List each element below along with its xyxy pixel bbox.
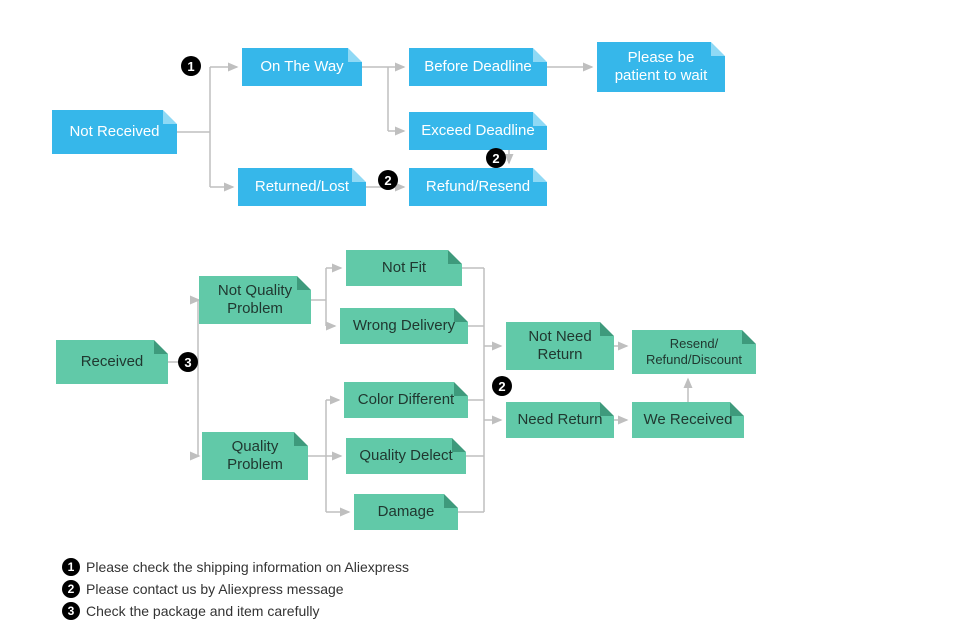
legend-badge: 1 <box>62 558 80 576</box>
fold-corner <box>600 402 614 416</box>
node-we-received: We Received <box>632 402 744 438</box>
node-label: Before Deadline <box>418 58 538 76</box>
fold-corner <box>297 276 311 290</box>
legend-text: Check the package and item carefully <box>86 603 319 619</box>
node-label: Not Need Return <box>522 328 597 364</box>
fold-corner <box>533 168 547 182</box>
node-not-received: Not Received <box>52 110 177 154</box>
node-label: On The Way <box>254 58 349 76</box>
node-label: Resend/ Refund/Discount <box>640 336 748 367</box>
node-label: Not Received <box>63 123 165 141</box>
node-label: Please be patient to wait <box>609 49 714 85</box>
node-quality-problem: Quality Problem <box>202 432 308 480</box>
node-not-need-return: Not Need Return <box>506 322 614 370</box>
node-exceed-deadline: Exceed Deadline <box>409 112 547 150</box>
node-label: Quality Delect <box>353 447 458 465</box>
badge-b2a: 2 <box>378 170 398 190</box>
node-label: Received <box>75 353 150 371</box>
node-not-quality: Not Quality Problem <box>199 276 311 324</box>
fold-corner <box>163 110 177 124</box>
node-before-deadline: Before Deadline <box>409 48 547 86</box>
node-damage: Damage <box>354 494 458 530</box>
flow-connectors <box>0 0 954 625</box>
node-quality-delect: Quality Delect <box>346 438 466 474</box>
node-not-fit: Not Fit <box>346 250 462 286</box>
node-label: Exceed Deadline <box>415 122 540 140</box>
fold-corner <box>454 308 468 322</box>
node-label: Damage <box>372 503 441 521</box>
badge-b2c: 2 <box>492 376 512 396</box>
legend-badge: 2 <box>62 580 80 598</box>
node-refund-resend: Refund/Resend <box>409 168 547 206</box>
node-received: Received <box>56 340 168 384</box>
node-resend-refund: Resend/ Refund/Discount <box>632 330 756 374</box>
fold-corner <box>711 42 725 56</box>
legend-text: Please check the shipping information on… <box>86 559 409 575</box>
node-label: We Received <box>638 411 739 429</box>
badge-b2b: 2 <box>486 148 506 168</box>
fold-corner <box>452 438 466 452</box>
legend-text: Please contact us by Aliexpress message <box>86 581 344 597</box>
node-label: Not Quality Problem <box>212 282 298 318</box>
node-label: Not Fit <box>376 259 432 277</box>
node-returned-lost: Returned/Lost <box>238 168 366 206</box>
fold-corner <box>154 340 168 354</box>
legend-badge: 3 <box>62 602 80 620</box>
badge-b3: 3 <box>178 352 198 372</box>
fold-corner <box>454 382 468 396</box>
node-label: Wrong Delivery <box>347 317 461 335</box>
fold-corner <box>448 250 462 264</box>
node-need-return: Need Return <box>506 402 614 438</box>
legend-row-3: 3 Check the package and item carefully <box>62 602 319 620</box>
fold-corner <box>352 168 366 182</box>
fold-corner <box>533 112 547 126</box>
node-label: Need Return <box>511 411 608 429</box>
node-label: Quality Problem <box>221 438 289 474</box>
legend-row-1: 1 Please check the shipping information o… <box>62 558 409 576</box>
node-color-different: Color Different <box>344 382 468 418</box>
node-label: Color Different <box>352 391 460 409</box>
node-wrong-delivery: Wrong Delivery <box>340 308 468 344</box>
fold-corner <box>742 330 756 344</box>
node-on-the-way: On The Way <box>242 48 362 86</box>
fold-corner <box>600 322 614 336</box>
legend-row-2: 2 Please contact us by Aliexpress message <box>62 580 344 598</box>
fold-corner <box>730 402 744 416</box>
fold-corner <box>348 48 362 62</box>
node-label: Returned/Lost <box>249 178 355 196</box>
node-label: Refund/Resend <box>420 178 536 196</box>
fold-corner <box>444 494 458 508</box>
fold-corner <box>533 48 547 62</box>
node-please-wait: Please be patient to wait <box>597 42 725 92</box>
fold-corner <box>294 432 308 446</box>
badge-b1: 1 <box>181 56 201 76</box>
